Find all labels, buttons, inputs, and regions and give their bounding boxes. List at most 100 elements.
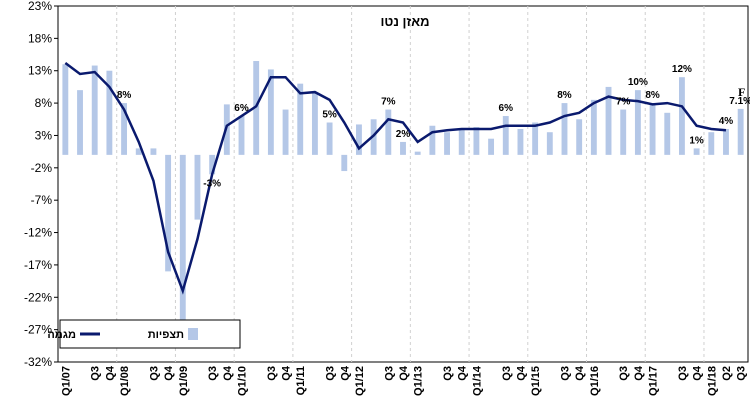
bar	[502, 116, 509, 155]
y-tick-label: 18%	[28, 31, 52, 45]
bar	[62, 64, 69, 155]
y-tick-label: 8%	[35, 96, 53, 110]
legend-label: מגמה	[47, 329, 76, 341]
legend-label: תצפיות	[148, 329, 184, 341]
x-tick-label: Q3	[90, 366, 102, 381]
bar	[458, 128, 465, 155]
bar	[326, 122, 333, 155]
legend-swatch	[188, 328, 198, 340]
legend: תצפיות מגמה	[47, 319, 241, 349]
trend-line	[64, 61, 727, 295]
y-tick-label: 3%	[35, 128, 53, 142]
bar	[194, 154, 201, 220]
bar	[253, 61, 260, 155]
bar	[282, 109, 289, 155]
bar	[179, 154, 186, 324]
bar	[209, 154, 216, 175]
data-label: 6%	[234, 103, 249, 114]
bar	[311, 93, 318, 155]
y-tick-label: -17%	[24, 258, 52, 272]
x-tick-label: Q4	[222, 365, 234, 381]
bar	[91, 65, 98, 155]
x-tick-label: Q1/13	[413, 366, 425, 396]
bar	[400, 141, 406, 155]
bar	[605, 86, 612, 155]
bar	[121, 103, 127, 155]
x-tick-label: Q3	[148, 366, 160, 381]
x-tick-label: Q1/10	[237, 366, 249, 396]
y-tick-label: -2%	[31, 161, 53, 175]
y-tick-label: -7%	[31, 193, 53, 207]
data-label: 8%	[117, 90, 132, 101]
x-tick-label: Q3	[677, 366, 689, 381]
bar	[664, 112, 671, 155]
chart-title: מאזן נטו	[380, 14, 429, 29]
data-label: 7%	[381, 97, 396, 108]
x-tick-label: Q3	[559, 366, 571, 381]
bar	[341, 154, 348, 172]
bar	[356, 124, 362, 155]
bar	[649, 103, 656, 155]
bar	[737, 108, 744, 155]
x-tick-label: Q4	[163, 365, 175, 381]
x-tick-label: Q1/17	[648, 366, 660, 396]
data-label: 7.1%	[729, 96, 750, 107]
bar	[634, 90, 641, 155]
bar	[532, 122, 539, 155]
bar	[488, 138, 495, 155]
x-tick-label: Q4	[104, 365, 116, 381]
x-tick-label: Q1/14	[471, 365, 483, 396]
data-label: 10%	[628, 77, 648, 88]
x-tick-label: Q4	[574, 365, 586, 381]
x-tick-label: Q1/16	[589, 366, 601, 396]
data-label: 6%	[499, 103, 514, 114]
data-label: 1%	[689, 135, 704, 146]
data-label: 8%	[557, 90, 572, 101]
bar	[267, 69, 274, 155]
bar	[620, 109, 627, 155]
x-tick-label: Q3	[618, 366, 630, 381]
data-label: 4%	[719, 116, 734, 127]
x-tick-label: Q2	[721, 366, 733, 381]
y-tick-label: -32%	[24, 355, 52, 369]
x-tick-label: Q1/07	[60, 366, 72, 396]
x-tick-label: Q1/15	[530, 366, 542, 396]
bar	[150, 148, 157, 155]
x-tick-label: Q1/09	[178, 366, 190, 396]
plot-area	[62, 61, 744, 324]
x-tick-label: Q4	[339, 365, 351, 381]
bar	[297, 83, 304, 155]
x-tick-label: Q1/12	[354, 366, 366, 396]
bar	[561, 103, 568, 155]
x-tick-label: Q4	[457, 365, 469, 381]
x-tick-label: Q3	[442, 366, 454, 381]
bar	[708, 132, 715, 155]
y-tick-label: 23%	[28, 0, 52, 13]
bar	[429, 125, 436, 155]
bar	[135, 148, 142, 155]
data-label: -3%	[203, 178, 221, 189]
x-tick-label: Q4	[692, 365, 704, 381]
x-tick-label: Q4	[281, 365, 293, 381]
x-tick-label: Q3	[325, 366, 337, 381]
bar	[238, 116, 245, 155]
data-label: 5%	[322, 110, 337, 121]
y-tick-label: -12%	[24, 226, 52, 240]
bar	[590, 99, 597, 155]
bar	[414, 151, 421, 155]
x-tick-label: Q4	[398, 365, 410, 381]
plot-frame	[57, 5, 749, 363]
x-tick-label: Q3	[501, 366, 513, 381]
bar	[679, 77, 685, 155]
bar	[77, 90, 83, 155]
data-label: 8%	[645, 90, 660, 101]
y-tick-label: -27%	[24, 323, 52, 337]
annotation: F	[738, 85, 745, 99]
bar	[693, 148, 700, 155]
y-tick-label: -22%	[24, 290, 52, 304]
bar	[723, 128, 729, 155]
x-tick-label: Q4	[515, 365, 527, 381]
x-tick-label: Q3	[266, 366, 278, 381]
x-tick-label: Q3	[207, 366, 219, 381]
